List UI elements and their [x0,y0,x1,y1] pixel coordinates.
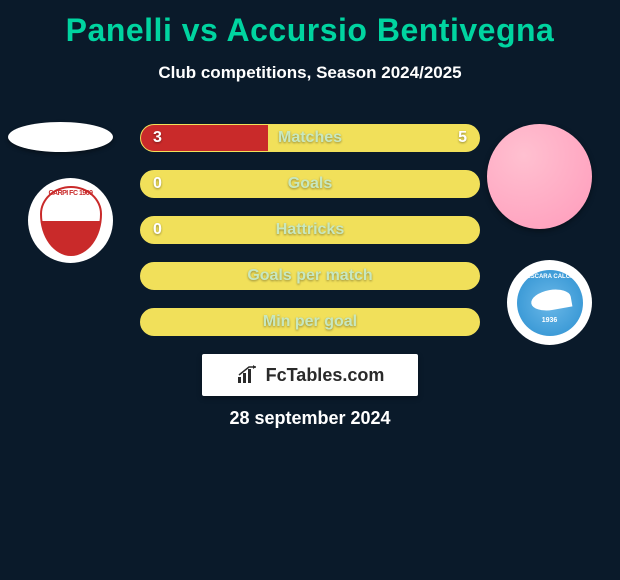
stats-container: 35Matches0Goals0HattricksGoals per match… [140,124,480,354]
club-right-badge: PESCARA CALCIO 1936 [507,260,592,345]
stat-row: 35Matches [140,124,480,152]
stat-label: Hattricks [141,221,479,239]
stat-right-value: 5 [458,129,467,147]
date: 28 september 2024 [0,408,620,429]
page-title: Panelli vs Accursio Bentivegna [0,0,620,49]
club-right-year: 1936 [517,317,583,324]
club-left-badge: CARPI FC 1909 [28,178,113,263]
stat-label: Min per goal [141,313,479,331]
stat-row: 0Hattricks [140,216,480,244]
player-right-avatar [487,124,592,229]
club-left-name: CARPI FC 1909 [42,190,100,197]
stat-left-value: 3 [153,129,162,147]
stat-label: Goals per match [141,267,479,285]
watermark-text: FcTables.com [266,365,385,386]
subtitle: Club competitions, Season 2024/2025 [0,63,620,83]
stat-row: Goals per match [140,262,480,290]
stat-fill-right [268,125,479,151]
stat-left-value: 0 [153,175,162,193]
stat-label: Goals [141,175,479,193]
stat-left-value: 0 [153,221,162,239]
club-right-name: PESCARA CALCIO [517,274,583,280]
stat-row: 0Goals [140,170,480,198]
chart-icon [236,365,260,385]
watermark: FcTables.com [202,354,418,396]
stat-row: Min per goal [140,308,480,336]
player-left-avatar [8,122,113,152]
